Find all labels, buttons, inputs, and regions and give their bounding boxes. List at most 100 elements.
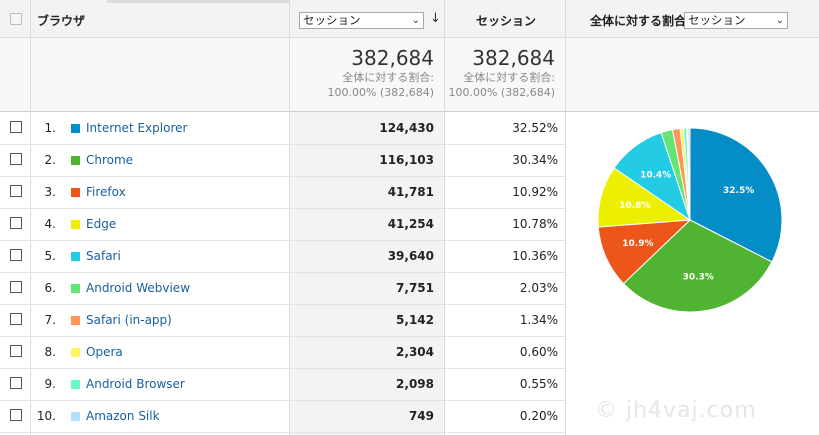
table-row: 9. Android Browser 2,098 0.55% [0, 368, 565, 401]
table-row: 3. Firefox 41,781 10.92% [0, 176, 565, 209]
browser-link[interactable]: Internet Explorer [86, 121, 188, 135]
legend-swatch [71, 156, 80, 165]
sessions-value: 116,103 [379, 153, 434, 167]
sessions-column-bg [289, 112, 444, 435]
metric-select[interactable]: セッション ⌄ [299, 12, 424, 29]
row-checkbox[interactable] [10, 345, 22, 357]
row-checkbox[interactable] [10, 409, 22, 421]
browser-link[interactable]: Chrome [86, 153, 134, 167]
watermark: © jh4vaj.com [595, 398, 757, 423]
row-rank: 4. [44, 217, 56, 231]
table-row: 7. Safari (in-app) 5,142 1.34% [0, 304, 565, 337]
select-all-checkbox[interactable] [10, 13, 22, 25]
sessions-value: 5,142 [396, 313, 434, 327]
pie-slice[interactable] [622, 219, 773, 313]
table-row: 2. Chrome 116,103 30.34% [0, 144, 565, 177]
ratio-label: 全体に対する割合: [590, 14, 691, 28]
row-rank: 3. [44, 185, 56, 199]
legend-swatch [71, 252, 80, 261]
metric-select-value: セッション [303, 13, 361, 27]
row-rank: 8. [44, 345, 56, 359]
sessions-percent: 1.34% [519, 313, 558, 327]
row-rank: 2. [44, 153, 56, 167]
row-checkbox[interactable] [10, 313, 22, 325]
sessions-percent: 0.60% [519, 345, 558, 359]
chevron-down-icon: ⌄ [775, 15, 784, 26]
sessions-percent: 10.78% [512, 217, 558, 231]
total-ratio-label: 全体に対する割合: [463, 71, 555, 84]
row-checkbox[interactable] [10, 217, 22, 229]
legend-swatch [71, 188, 80, 197]
row-rank: 7. [44, 313, 56, 327]
sessions-percent: 10.92% [512, 185, 558, 199]
browser-link[interactable]: Firefox [86, 185, 126, 199]
sessions-percent: 10.36% [512, 249, 558, 263]
sessions-percent: 30.34% [512, 153, 558, 167]
chevron-down-icon: ⌄ [411, 15, 420, 26]
browser-link[interactable]: Edge [86, 217, 117, 231]
pie-slice-label: 10.9% [622, 239, 653, 249]
pie-slice[interactable] [689, 127, 783, 263]
sessions-value: 39,640 [387, 249, 434, 263]
table-row: 5. Safari 39,640 10.36% [0, 240, 565, 273]
sessions-value: 41,254 [387, 217, 434, 231]
sessions-value: 7,751 [396, 281, 434, 295]
table-header: ブラウザ セッション ⌄ ↓ セッション 全体に対する割合: セッション ⌄ [0, 0, 819, 38]
ratio-select-value: セッション [688, 13, 746, 27]
sessions-pie-chart: 32.5% 30.3% 10.9% 10.8% 10.4% [597, 127, 783, 313]
table-row: 4. Edge 41,254 10.78% [0, 208, 565, 241]
total-ratio-value: 100.00% (382,684) [327, 86, 434, 99]
ratio-metric-select[interactable]: セッション ⌄ [684, 12, 788, 29]
sessions-value: 2,098 [396, 377, 434, 391]
row-checkbox[interactable] [10, 377, 22, 389]
totals-ratio: 382,684 全体に対する割合: 100.00% (382,684) [445, 46, 555, 100]
pie-slice-label: 32.5% [723, 186, 754, 196]
browser-link[interactable]: Safari (in-app) [86, 313, 172, 327]
row-checkbox[interactable] [10, 153, 22, 165]
column-divider [444, 0, 445, 435]
legend-swatch [71, 380, 80, 389]
sessions-value: 124,430 [379, 121, 434, 135]
header-strip [107, 0, 290, 3]
pie-slice[interactable] [687, 127, 691, 221]
browser-link[interactable]: Opera [86, 345, 123, 359]
total-value: 382,684 [472, 46, 555, 70]
row-rank: 10. [36, 409, 56, 423]
pie-slice-label: 10.4% [640, 170, 671, 180]
pie-slice-label: 30.3% [683, 272, 714, 282]
legend-swatch [71, 284, 80, 293]
column-divider [289, 0, 290, 435]
sessions-percent: 2.03% [519, 281, 558, 295]
sessions-percent: 0.20% [519, 409, 558, 423]
row-checkbox[interactable] [10, 185, 22, 197]
dimension-header[interactable]: ブラウザ [37, 14, 86, 28]
legend-swatch [71, 348, 80, 357]
sessions-value: 2,304 [396, 345, 434, 359]
table-row: 10. Amazon Silk 749 0.20% [0, 400, 565, 433]
browser-link[interactable]: Amazon Silk [86, 409, 160, 423]
legend-swatch [71, 124, 80, 133]
row-rank: 5. [44, 249, 56, 263]
legend-swatch [71, 412, 80, 421]
browser-link[interactable]: Android Browser [86, 377, 185, 391]
column-divider [565, 0, 566, 435]
row-rank: 6. [44, 281, 56, 295]
row-checkbox[interactable] [10, 281, 22, 293]
sessions-column-header[interactable]: セッション [476, 14, 537, 28]
sessions-value: 749 [408, 409, 434, 423]
table-row: 8. Opera 2,304 0.60% [0, 336, 565, 369]
total-value: 382,684 [351, 46, 434, 70]
sessions-percent: 32.52% [512, 121, 558, 135]
table-row: 6. Android Webview 7,751 2.03% [0, 272, 565, 305]
browser-link[interactable]: Safari [86, 249, 121, 263]
sort-descending-icon[interactable]: ↓ [430, 11, 441, 26]
browser-link[interactable]: Android Webview [86, 281, 191, 295]
pie-slice-label: 10.8% [619, 201, 650, 211]
row-checkbox[interactable] [10, 121, 22, 133]
legend-swatch [71, 316, 80, 325]
row-rank: 1. [44, 121, 56, 135]
row-checkbox[interactable] [10, 249, 22, 261]
legend-swatch [71, 220, 80, 229]
sessions-value: 41,781 [387, 185, 434, 199]
